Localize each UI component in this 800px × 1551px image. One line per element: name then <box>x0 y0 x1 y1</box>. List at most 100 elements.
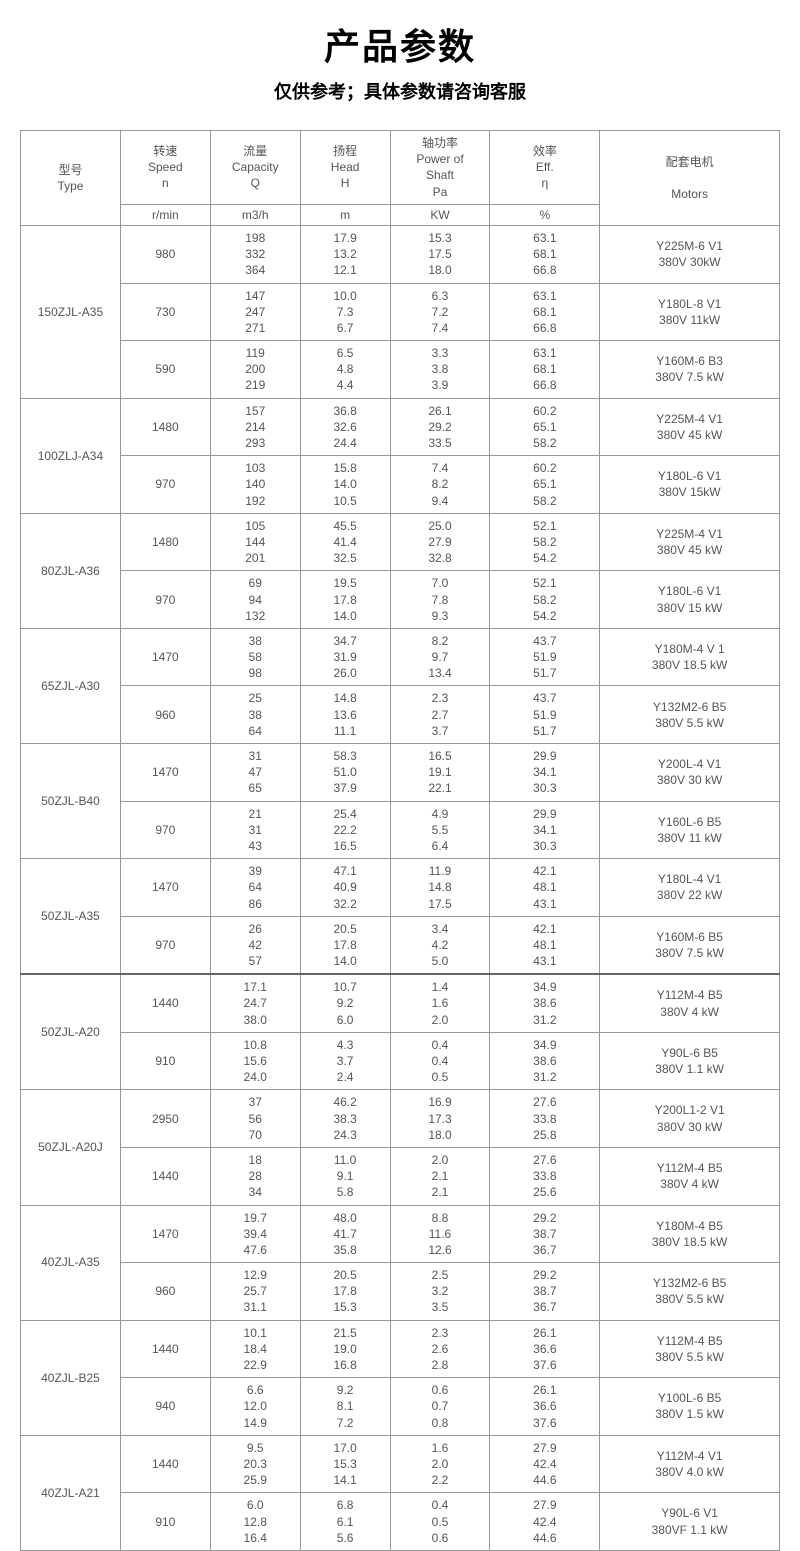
head-cell: 17.0 15.3 14.1 <box>300 1435 390 1493</box>
type-cell: 40ZJL-A35 <box>21 1205 121 1320</box>
power-cell: 7.4 8.2 9.4 <box>390 456 490 514</box>
speed-cell: 1440 <box>120 1147 210 1205</box>
capacity-cell: 6.6 12.0 14.9 <box>210 1378 300 1436</box>
eff-cell: 60.2 65.1 58.2 <box>490 456 600 514</box>
type-cell: 50ZJL-A20J <box>21 1090 121 1205</box>
motor-cell: Y180M-4 V 1 380V 18.5 kW <box>600 628 780 686</box>
motor-cell: Y160M-6 B5 380V 7.5 kW <box>600 916 780 974</box>
type-cell: 80ZJL-A36 <box>21 513 121 628</box>
table-row: 144018 28 3411.0 9.1 5.82.0 2.1 2.127.6 … <box>21 1147 780 1205</box>
power-cell: 2.0 2.1 2.1 <box>390 1147 490 1205</box>
capacity-cell: 103 140 192 <box>210 456 300 514</box>
motor-cell: Y180M-4 B5 380V 18.5 kW <box>600 1205 780 1263</box>
speed-cell: 1440 <box>120 1320 210 1378</box>
type-cell: 100ZLJ-A34 <box>21 398 121 513</box>
power-cell: 7.0 7.8 9.3 <box>390 571 490 629</box>
speed-cell: 730 <box>120 283 210 341</box>
page-title: 产品参数 <box>0 18 800 70</box>
power-cell: 16.5 19.1 22.1 <box>390 744 490 802</box>
type-cell: 40ZJL-A21 <box>21 1435 121 1550</box>
th-eff: 效率 Eff. η <box>490 131 600 205</box>
speed-cell: 910 <box>120 1493 210 1551</box>
speed-cell: 1480 <box>120 398 210 456</box>
eff-cell: 63.1 68.1 66.8 <box>490 341 600 399</box>
head-cell: 58.3 51.0 37.9 <box>300 744 390 802</box>
head-cell: 19.5 17.8 14.0 <box>300 571 390 629</box>
eff-cell: 29.2 38.7 36.7 <box>490 1263 600 1321</box>
head-cell: 20.5 17.8 14.0 <box>300 916 390 974</box>
head-cell: 46.2 38.3 24.3 <box>300 1090 390 1148</box>
speed-cell: 980 <box>120 225 210 283</box>
capacity-cell: 6.0 12.8 16.4 <box>210 1493 300 1551</box>
speed-cell: 1470 <box>120 859 210 917</box>
capacity-cell: 26 42 57 <box>210 916 300 974</box>
eff-cell: 29.9 34.1 30.3 <box>490 744 600 802</box>
motor-cell: Y180L-8 V1 380V 11kW <box>600 283 780 341</box>
table-row: 9106.0 12.8 16.46.8 6.1 5.60.4 0.5 0.627… <box>21 1493 780 1551</box>
eff-cell: 52.1 58.2 54.2 <box>490 513 600 571</box>
eff-cell: 29.2 38.7 36.7 <box>490 1205 600 1263</box>
table-row: 50ZJL-A35147039 64 8647.1 40.9 32.211.9 … <box>21 859 780 917</box>
capacity-cell: 10.8 15.6 24.0 <box>210 1032 300 1090</box>
capacity-cell: 37 56 70 <box>210 1090 300 1148</box>
speed-cell: 970 <box>120 456 210 514</box>
eff-cell: 29.9 34.1 30.3 <box>490 801 600 859</box>
eff-cell: 34.9 38.6 31.2 <box>490 1032 600 1090</box>
th-unit-capacity: m3/h <box>210 204 300 225</box>
speed-cell: 1470 <box>120 628 210 686</box>
table-row: 80ZJL-A361480105 144 20145.5 41.4 32.525… <box>21 513 780 571</box>
head-cell: 6.8 6.1 5.6 <box>300 1493 390 1551</box>
table-row: 40ZJL-A2114409.5 20.3 25.917.0 15.3 14.1… <box>21 1435 780 1493</box>
head-cell: 48.0 41.7 35.8 <box>300 1205 390 1263</box>
power-cell: 3.4 4.2 5.0 <box>390 916 490 974</box>
eff-cell: 63.1 68.1 66.8 <box>490 225 600 283</box>
motor-cell: Y225M-4 V1 380V 45 kW <box>600 398 780 456</box>
power-cell: 2.5 3.2 3.5 <box>390 1263 490 1321</box>
table-row: 9406.6 12.0 14.99.2 8.1 7.20.6 0.7 0.826… <box>21 1378 780 1436</box>
motor-cell: Y180L-4 V1 380V 22 kW <box>600 859 780 917</box>
power-cell: 15.3 17.5 18.0 <box>390 225 490 283</box>
power-cell: 2.3 2.6 2.8 <box>390 1320 490 1378</box>
table-row: 96012.9 25.7 31.120.5 17.8 15.32.5 3.2 3… <box>21 1263 780 1321</box>
motor-cell: Y112M-4 V1 380V 4.0 kW <box>600 1435 780 1493</box>
speed-cell: 910 <box>120 1032 210 1090</box>
power-cell: 25.0 27.9 32.8 <box>390 513 490 571</box>
motor-cell: Y200L1-2 V1 380V 30 kW <box>600 1090 780 1148</box>
power-cell: 11.9 14.8 17.5 <box>390 859 490 917</box>
th-motors: 配套电机 Motors <box>600 131 780 226</box>
motor-cell: Y90L-6 V1 380VF 1.1 kW <box>600 1493 780 1551</box>
power-cell: 8.8 11.6 12.6 <box>390 1205 490 1263</box>
power-cell: 16.9 17.3 18.0 <box>390 1090 490 1148</box>
type-cell: 50ZJL-A20 <box>21 974 121 1090</box>
speed-cell: 1470 <box>120 744 210 802</box>
motor-cell: Y100L-6 B5 380V 1.5 kW <box>600 1378 780 1436</box>
capacity-cell: 21 31 43 <box>210 801 300 859</box>
eff-cell: 27.9 42.4 44.6 <box>490 1435 600 1493</box>
th-speed: 转速 Speed n <box>120 131 210 205</box>
capacity-cell: 18 28 34 <box>210 1147 300 1205</box>
type-cell: 50ZJL-B40 <box>21 744 121 859</box>
table-row: 91010.8 15.6 24.04.3 3.7 2.40.4 0.4 0.53… <box>21 1032 780 1090</box>
power-cell: 0.6 0.7 0.8 <box>390 1378 490 1436</box>
eff-cell: 34.9 38.6 31.2 <box>490 974 600 1032</box>
table-row: 40ZJL-B25144010.1 18.4 22.921.5 19.0 16.… <box>21 1320 780 1378</box>
capacity-cell: 31 47 65 <box>210 744 300 802</box>
head-cell: 10.7 9.2 6.0 <box>300 974 390 1032</box>
motor-cell: Y160M-6 B3 380V 7.5 kW <box>600 341 780 399</box>
head-cell: 21.5 19.0 16.8 <box>300 1320 390 1378</box>
eff-cell: 43.7 51.9 51.7 <box>490 686 600 744</box>
motor-cell: Y90L-6 B5 380V 1.1 kW <box>600 1032 780 1090</box>
power-cell: 2.3 2.7 3.7 <box>390 686 490 744</box>
th-unit-head: m <box>300 204 390 225</box>
motor-cell: Y132M2-6 B5 380V 5.5 kW <box>600 1263 780 1321</box>
table-row: 97069 94 13219.5 17.8 14.07.0 7.8 9.352.… <box>21 571 780 629</box>
table-row: 150ZJL-A35980198 332 36417.9 13.2 12.115… <box>21 225 780 283</box>
power-cell: 26.1 29.2 33.5 <box>390 398 490 456</box>
table-row: 50ZJL-A20144017.1 24.7 38.010.7 9.2 6.01… <box>21 974 780 1032</box>
speed-cell: 590 <box>120 341 210 399</box>
power-cell: 6.3 7.2 7.4 <box>390 283 490 341</box>
capacity-cell: 157 214 293 <box>210 398 300 456</box>
capacity-cell: 39 64 86 <box>210 859 300 917</box>
th-capacity: 流量 Capacity Q <box>210 131 300 205</box>
head-cell: 36.8 32.6 24.4 <box>300 398 390 456</box>
